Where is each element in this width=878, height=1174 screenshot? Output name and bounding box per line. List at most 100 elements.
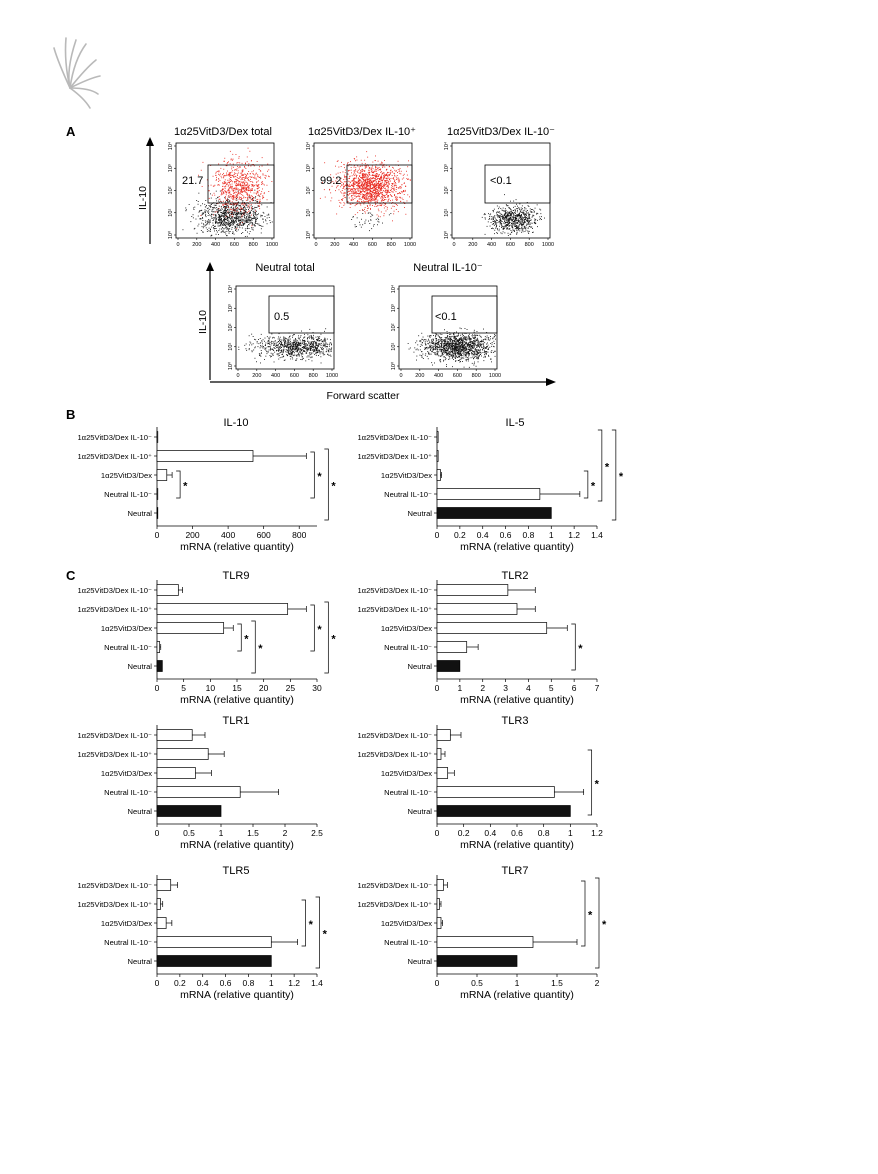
gate-percentage: <0.1 [435,311,457,323]
bar-chart-il-5: IL-5 1α25VitD3/Dex IL-10⁻ 1α25VitD3/Dex IL… [357,417,623,553]
x-axis-label: mRNA (relative quantity) [180,839,294,851]
category-label: 1α25VitD3/Dex IL-10⁻ [357,731,432,740]
x-axis-label: mRNA (relative quantity) [460,694,574,706]
significance-bracket [583,470,589,499]
flow-x-tick: 1000 [404,242,416,248]
x-tick-label: 0.6 [220,978,232,988]
category-label: Neutral IL-10⁻ [384,490,432,499]
significance-star: * [309,919,314,931]
flow-y-tick: 10⁰ [167,230,174,239]
significance-bracket [595,877,600,969]
flow-x-tick: 0 [236,373,239,379]
category-label: Neutral [128,957,153,966]
flow-y-tick: 10⁴ [443,141,450,150]
significance-star: * [258,643,263,655]
gate-percentage: 0.5 [274,311,289,323]
bar [156,622,225,634]
bar [436,603,518,615]
significance-star: * [602,919,607,931]
bar [156,936,272,948]
flow-x-tick: 200 [330,242,339,248]
significance-bracket [324,448,329,521]
bar [436,936,534,948]
x-tick-label: 0.4 [484,828,496,838]
category-label: 1α25VitD3/Dex IL-10⁺ [357,750,432,759]
flow-plot-title: Neutral IL-10⁻ [413,262,483,274]
bar [156,767,196,779]
chart-title: TLR9 [223,570,250,582]
x-tick-label: 0 [155,828,160,838]
x-tick-label: 2.5 [311,828,323,838]
flow-x-tick: 200 [252,373,261,379]
flow-y-tick: 10² [444,186,450,194]
category-label: Neutral IL-10⁻ [104,788,152,797]
flow-plot-frame [235,285,335,370]
flow-y-tick: 10² [228,323,234,331]
category-label: 1α25VitD3/Dex IL-10⁻ [77,433,152,442]
significance-bracket [611,429,617,521]
x-tick-label: 1.2 [568,530,580,540]
category-label: 1α25VitD3/Dex IL-10⁻ [357,586,432,595]
bar [156,584,179,596]
significance-star: * [588,910,593,922]
x-tick-label: 3 [503,683,508,693]
flow-y-tick: 10⁴ [305,141,312,150]
x-tick-label: 1 [568,828,573,838]
x-tick-label: 1.4 [591,530,603,540]
significance-bracket [571,623,576,671]
flow-x-axis-label: Forward scatter [327,390,400,402]
significance-star: * [605,462,610,474]
significance-bracket [176,470,181,499]
flow-y-tick: 10¹ [391,343,397,351]
flow-y-tick: 10³ [391,304,397,312]
x-axis-label: mRNA (relative quantity) [460,839,574,851]
bar [436,469,441,481]
event-dots [407,327,496,368]
flow-x-tick: 400 [349,242,358,248]
bar [156,507,159,519]
category-label: Neutral IL-10⁻ [384,788,432,797]
flow-x-tick: 800 [387,242,396,248]
flow-x-tick: 400 [487,242,496,248]
significance-bracket [324,601,329,674]
flow-y-axis-label-bottom: IL-10 [197,310,209,334]
bar [156,469,168,481]
category-label: 1α25VitD3/Dex IL-10⁻ [357,433,432,442]
category-label: 1α25VitD3/Dex IL-10⁺ [77,750,152,759]
x-tick-label: 0.8 [243,978,255,988]
flow-x-tick: 1000 [266,242,278,248]
x-tick-label: 1 [549,530,554,540]
x-tick-label: 25 [286,683,296,693]
bar [436,641,468,653]
flow-y-tick: 10² [306,186,312,194]
significance-star: * [578,643,583,655]
flow-plot-3: 1α25VitD3/Dex IL-10⁻ <0.1 0 200 400 600 800 100… [443,126,555,248]
flow-plot-title: 1α25VitD3/Dex total [174,126,272,138]
bar [156,786,241,798]
flow-y-tick: 10⁴ [167,141,174,150]
flow-x-tick: 800 [309,373,318,379]
flow-x-tick: 800 [249,242,258,248]
significance-star: * [244,634,249,646]
bar [156,431,159,443]
significance-star: * [331,634,336,646]
category-label: Neutral [128,807,153,816]
category-label: 1α25VitD3/Dex IL-10⁺ [357,605,432,614]
x-tick-label: 1.5 [551,978,563,988]
bar [436,450,439,462]
panel-label-b: B [66,407,75,422]
flow-x-tick: 200 [468,242,477,248]
bar [436,729,451,741]
category-label: 1α25VitD3/Dex [381,471,432,480]
category-label: 1α25VitD3/Dex [101,769,152,778]
flow-y-tick: 10³ [228,304,234,312]
bar [436,748,442,760]
event-dots [182,147,273,237]
flow-y-tick: 10³ [444,164,450,172]
chart-title: TLR1 [223,715,250,727]
flow-y-tick: 10² [168,186,174,194]
x-tick-label: 1 [457,683,462,693]
bar-chart-tlr5: TLR5 1α25VitD3/Dex IL-10⁻ 1α25VitD3/Dex IL… [77,865,327,1001]
x-axis-label: mRNA (relative quantity) [460,989,574,1001]
bar [156,805,222,817]
